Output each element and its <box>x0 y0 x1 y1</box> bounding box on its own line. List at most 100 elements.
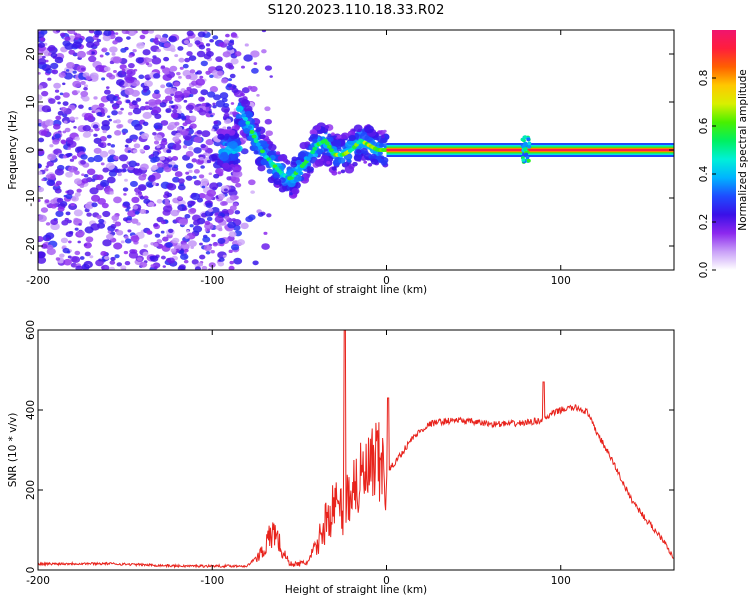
spectrogram-noise-blob <box>113 196 122 204</box>
spectrogram-noise-blob <box>80 67 86 71</box>
spectrogram-trace-blob <box>289 192 293 196</box>
spectrogram-noise-blob <box>217 237 226 244</box>
spectrogram-noise-blob <box>218 227 223 232</box>
spectrogram-noise-blob <box>106 115 111 118</box>
spectrogram-noise-blob <box>77 240 81 244</box>
spectrogram-noise-blob <box>193 106 200 112</box>
spectrogram-noise-blob <box>128 251 139 259</box>
spectrogram-noise-blob <box>83 173 89 178</box>
spectrogram-noise-blob <box>154 233 161 238</box>
snr-y-tick-label: 600 <box>25 320 37 340</box>
spectrogram-noise-blob <box>101 77 106 81</box>
spectrogram-noise-blob <box>188 169 193 173</box>
spectrogram-noise-blob <box>198 109 207 116</box>
spectrogram-noise-blob <box>199 254 206 260</box>
spectrogram-noise-blob <box>215 169 222 174</box>
spectrogram-trace-blob <box>320 158 325 162</box>
spectrogram-noise-blob <box>189 224 194 228</box>
spectrogram-noise-blob <box>152 151 160 157</box>
spectrogram-noise-blob <box>121 163 129 169</box>
spectrogram-noise-blob <box>214 212 219 216</box>
spectrogram-noise-blob <box>41 90 49 97</box>
spectrogram-noise-blob <box>72 41 82 49</box>
spectrogram-noise-blob <box>121 168 127 173</box>
spectrogram-noise-blob <box>229 73 236 79</box>
spectrogram-noise-blob <box>205 202 213 208</box>
spectrogram-noise-blob <box>101 264 110 270</box>
spectrogram-noise-blob <box>53 82 61 89</box>
spectrogram-noise-blob <box>177 46 184 51</box>
spectrogram-noise-blob <box>38 186 45 193</box>
spectrogram-noise-blob <box>142 49 151 56</box>
spectrogram-noise-blob <box>72 80 82 88</box>
spectrogram-trace-blob <box>233 133 240 138</box>
spectrogram-noise-blob <box>85 75 92 81</box>
spectrogram-noise-blob <box>206 50 214 57</box>
spectrogram-trace-blob <box>238 119 247 127</box>
spectrogram-noise-blob <box>147 59 152 63</box>
spectrogram-noise-blob <box>131 100 138 106</box>
spectrogram-trace-core <box>243 116 249 121</box>
spectrogram-noise-blob <box>54 56 64 64</box>
spectrogram-noise-blob <box>62 82 66 86</box>
snr-y-label: SNR (10 * v/v) <box>7 413 19 488</box>
spectrogram-noise-blob <box>261 243 270 250</box>
spectrogram-noise-blob <box>112 40 118 45</box>
spectrogram-noise-blob <box>69 116 76 121</box>
spectrogram-noise-blob <box>217 261 225 267</box>
spectrogram-noise-blob <box>188 146 194 151</box>
spectrogram-noise-blob <box>105 162 115 170</box>
spectrogram-noise-blob <box>188 240 197 247</box>
spectrogram-noise-blob <box>61 220 69 226</box>
spectrogram-noise-blob <box>204 220 211 226</box>
spectrogram-trace-blob <box>231 150 236 155</box>
spectrogram-trace-blob <box>324 125 330 129</box>
spectrogram-noise-blob <box>184 57 191 63</box>
spectrogram-noise-blob <box>184 213 191 219</box>
spectrogram-noise-blob <box>178 57 185 63</box>
spectrogram-trace-blob <box>228 141 238 149</box>
spectrogram-trace-blob <box>299 141 309 150</box>
spectrogram-noise-blob <box>55 180 62 186</box>
spectrogram-noise-blob <box>143 145 150 151</box>
spectrogram-noise-blob <box>211 206 220 214</box>
spectrogram-heatmap <box>38 30 674 270</box>
spectrogram-noise-blob <box>199 156 204 161</box>
spectrogram-noise-blob <box>106 72 113 78</box>
spectrogram-cells <box>38 30 674 270</box>
spectrogram-noise-blob <box>192 175 197 180</box>
spectrogram-noise-blob <box>221 208 229 215</box>
spectrogram-trace-blob <box>342 146 346 150</box>
spectrogram-noise-blob <box>45 222 51 226</box>
spectrogram-noise-blob <box>229 205 237 211</box>
spectrogram-noise-blob <box>58 72 66 78</box>
spectrogram-noise-blob <box>81 178 89 184</box>
spectrogram-noise-blob <box>194 40 201 45</box>
spectrogram-trace-blob <box>306 173 311 177</box>
spectrogram-noise-blob <box>131 218 139 224</box>
spectrogram-noise-blob <box>64 36 71 42</box>
spectrogram-noise-blob <box>50 52 58 58</box>
spectrogram-noise-blob <box>172 143 182 151</box>
spectrogram-x-tick-label: -100 <box>200 275 224 287</box>
colorbar-label: Normalized spectral amplitude <box>737 69 749 230</box>
spectrogram-noise-blob <box>190 246 194 250</box>
spectrogram-noise-blob <box>180 253 189 261</box>
spectrogram-trace-blob <box>230 163 235 168</box>
spectrogram-noise-blob <box>122 132 126 135</box>
spectrogram-trace-blob <box>273 171 281 178</box>
spectrogram-noise-blob <box>153 222 159 227</box>
spectrogram-trace-blob <box>348 134 357 142</box>
spectrogram-noise-blob <box>253 62 258 65</box>
spectrogram-noise-blob <box>134 211 140 215</box>
spectrogram-noise-blob <box>243 54 253 62</box>
spectrogram-noise-blob <box>117 96 121 100</box>
spectrogram-noise-blob <box>223 39 230 44</box>
spectrogram-burst-blob <box>526 137 531 142</box>
spectrogram-noise-blob <box>102 34 111 42</box>
spectrogram-trace-blob <box>243 111 253 119</box>
spectrogram-noise-blob <box>200 178 209 185</box>
spectrogram-trace-blob <box>260 134 266 139</box>
spectrogram-noise-blob <box>153 140 160 145</box>
spectrogram-trace-blob <box>275 183 281 188</box>
